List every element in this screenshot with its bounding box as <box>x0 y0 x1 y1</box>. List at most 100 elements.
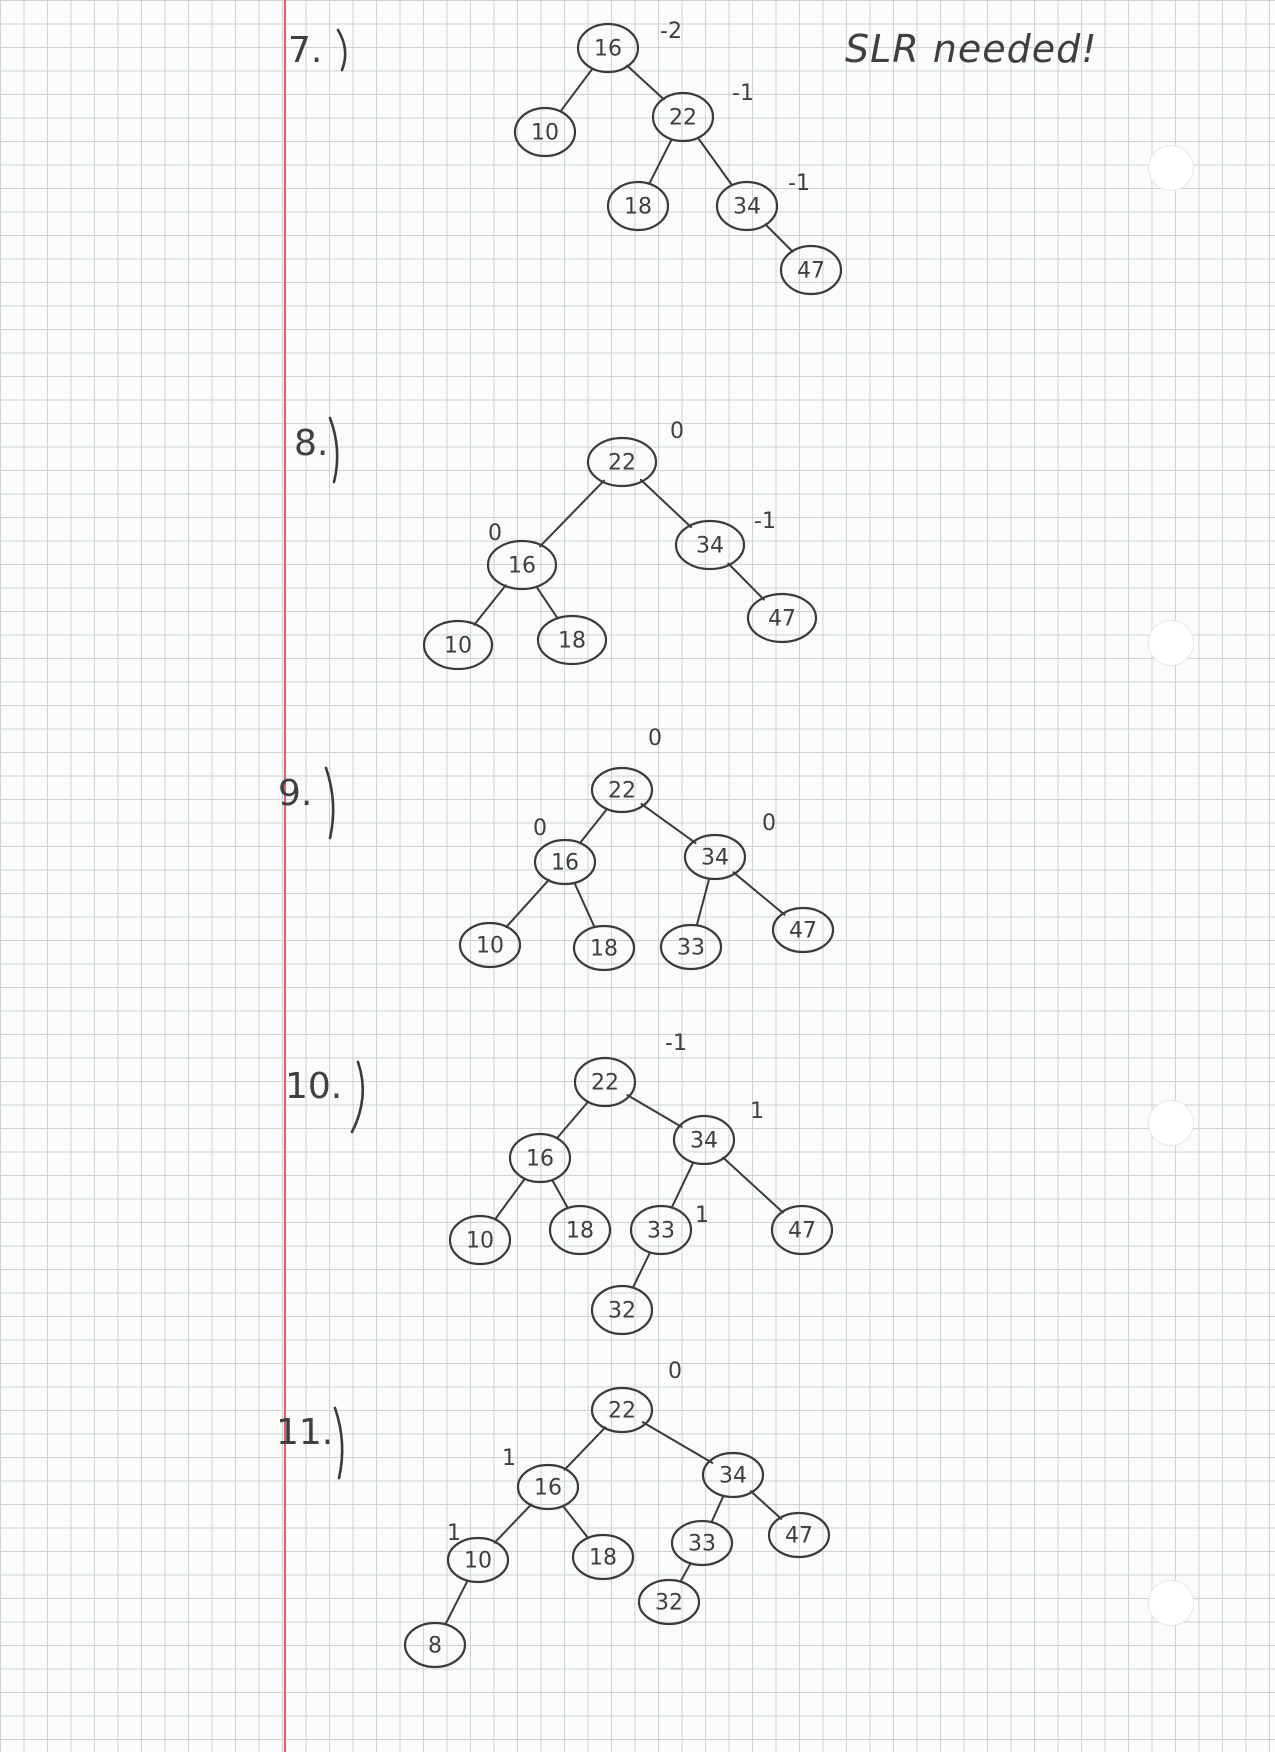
node-key: 32 <box>608 1299 636 1324</box>
node-outline <box>674 519 746 571</box>
tree-node-33: 33 <box>629 1204 693 1256</box>
tree-node-34: 34 <box>683 833 747 881</box>
edge-16-18 <box>561 1504 590 1540</box>
tree-node-16: 16 <box>516 1463 580 1511</box>
node-key: 34 <box>733 195 761 220</box>
node-outline <box>701 1451 765 1499</box>
edge-16-22 <box>626 64 665 101</box>
tree-node-22: 22 <box>651 91 715 143</box>
node-key: 10 <box>444 634 472 659</box>
edge-34-33 <box>710 1495 725 1523</box>
tree-node-33: 33 <box>670 1519 734 1567</box>
node-outline <box>576 22 640 74</box>
tree-node-34: 34 <box>672 1114 736 1166</box>
edge-16-18 <box>535 585 559 620</box>
node-outline <box>746 592 818 644</box>
node-outline <box>572 924 636 972</box>
node-key: 47 <box>797 259 825 284</box>
edge-34-47 <box>722 1156 784 1214</box>
node-key: 22 <box>669 106 697 131</box>
tree-node-22: 22 <box>573 1056 637 1108</box>
edge-33-32 <box>679 1562 692 1583</box>
edge-22-16 <box>563 1426 607 1471</box>
tree-node-18: 18 <box>548 1204 612 1256</box>
node-key: 34 <box>690 1129 718 1154</box>
tree-node-18: 18 <box>606 180 670 232</box>
balance-factor-22: -1 <box>732 81 754 106</box>
balance-factor-34: -1 <box>754 509 776 534</box>
node-outline <box>659 923 723 971</box>
node-key: 10 <box>476 934 504 959</box>
tree-node-22: 22 <box>586 436 658 488</box>
punch-hole-lower <box>1148 1100 1194 1146</box>
edge-22-34 <box>639 478 693 529</box>
node-outline <box>486 539 558 591</box>
edge-22-18 <box>648 139 673 184</box>
node-outline <box>536 614 608 666</box>
edge-22-16 <box>539 479 605 548</box>
tree-node-33: 33 <box>659 923 723 971</box>
node-key: 16 <box>594 37 622 62</box>
node-key: 32 <box>655 1591 683 1616</box>
tree-node-34: 34 <box>674 519 746 571</box>
tree-node-47: 47 <box>771 906 835 954</box>
node-key: 47 <box>788 1219 816 1244</box>
tree-node-16: 16 <box>508 1132 572 1184</box>
node-key: 22 <box>608 779 636 804</box>
node-key: 47 <box>768 607 796 632</box>
node-outline <box>573 1056 637 1108</box>
node-outline <box>446 1536 510 1584</box>
balance-factor-34: -1 <box>788 171 810 196</box>
node-outline <box>715 180 779 232</box>
node-outline <box>672 1114 736 1166</box>
node-key: 47 <box>789 919 817 944</box>
balance-factor-33: 1 <box>695 1203 709 1228</box>
closing-parenthesis <box>350 1060 365 1134</box>
tree-node-10: 10 <box>448 1214 512 1266</box>
node-outline <box>771 906 835 954</box>
closing-parenthesis <box>324 766 335 840</box>
node-key: 18 <box>624 195 652 220</box>
node-outline <box>683 833 747 881</box>
tree-node-10: 10 <box>458 921 522 969</box>
edge-22-16 <box>555 1100 590 1140</box>
tree-node-10: 10 <box>422 619 494 671</box>
node-outline <box>629 1204 693 1256</box>
node-key: 34 <box>696 534 724 559</box>
edge-22-34 <box>641 1421 714 1464</box>
node-key: 18 <box>558 629 586 654</box>
node-key: 10 <box>531 121 559 146</box>
edge-16-10 <box>505 878 550 929</box>
edge-22-16 <box>578 807 609 845</box>
tree-node-18: 18 <box>571 1533 635 1581</box>
edge-16-10 <box>493 1503 533 1544</box>
closing-parenthesis <box>336 28 347 72</box>
tree-node-18: 18 <box>572 924 636 972</box>
edge-16-10 <box>473 584 507 626</box>
balance-factor-22: 0 <box>668 1359 682 1384</box>
node-outline <box>516 1463 580 1511</box>
edge-33-32 <box>632 1252 651 1288</box>
tree-node-10: 10 <box>513 106 577 158</box>
tree-node-22: 22 <box>590 766 654 814</box>
tree-node-16: 16 <box>533 838 597 886</box>
edge-22-34 <box>640 803 697 844</box>
balance-factor-10: 1 <box>447 1521 461 1546</box>
node-key: 22 <box>608 451 636 476</box>
tree-node-22: 22 <box>590 1386 654 1434</box>
node-outline <box>422 619 494 671</box>
step-label: 10. <box>285 1066 342 1107</box>
node-outline <box>590 1284 654 1336</box>
edge-34-33 <box>671 1162 694 1208</box>
node-outline <box>590 1386 654 1434</box>
balance-factor-22: 0 <box>670 419 684 444</box>
margin-line <box>284 0 286 1752</box>
balance-factor-34: 0 <box>762 811 776 836</box>
node-outline <box>458 921 522 969</box>
node-outline <box>606 180 670 232</box>
